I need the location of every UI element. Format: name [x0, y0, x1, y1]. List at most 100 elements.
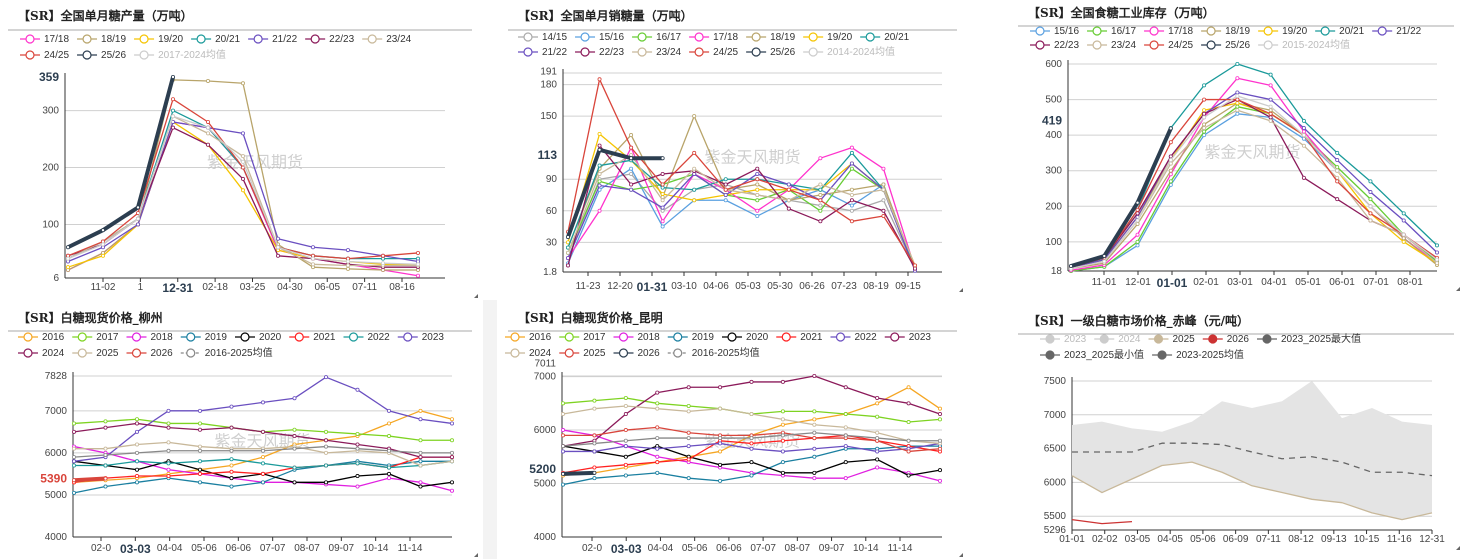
series-line-18/19[interactable]	[567, 115, 916, 269]
series-line-25/26[interactable]	[566, 147, 663, 238]
series-line-21/22[interactable]	[1070, 91, 1438, 270]
legend-item[interactable]: 14/15	[518, 32, 567, 43]
series-line-18/19[interactable]	[1070, 102, 1438, 270]
resize-handle-icon[interactable]	[1456, 287, 1460, 291]
legend-item[interactable]: 17/18	[689, 32, 739, 43]
legend-item[interactable]: 19/20	[803, 32, 853, 43]
data-point	[749, 473, 754, 478]
legend-item[interactable]: 2021	[289, 332, 336, 343]
legend-item[interactable]: 2025	[1148, 334, 1196, 345]
legend-item[interactable]: 2016	[505, 332, 552, 343]
legend-item[interactable]: 18/19	[746, 32, 796, 43]
legend-item[interactable]: 2024	[505, 348, 552, 359]
legend-item[interactable]: 19/20	[1258, 26, 1308, 37]
legend-item[interactable]: 22/23	[305, 34, 355, 45]
series-line-19/20[interactable]	[67, 121, 418, 268]
legend-item[interactable]: 21/22	[248, 34, 298, 45]
legend-item[interactable]: 20/21	[191, 34, 241, 45]
series-line-16/17[interactable]	[1070, 106, 1438, 272]
resize-handle-icon[interactable]	[1456, 546, 1460, 550]
legend-item[interactable]: 23/24	[632, 47, 682, 58]
series-line-2026[interactable]	[562, 470, 595, 476]
legend-item[interactable]: 2024	[1094, 334, 1141, 345]
legend-item[interactable]: 24/25	[689, 47, 739, 58]
legend-item[interactable]: 2023	[884, 332, 932, 343]
legend-item[interactable]: 2023_2025最大值	[1257, 332, 1361, 345]
series-line-2026[interactable]	[73, 476, 106, 483]
legend-item[interactable]: 2019	[180, 332, 228, 343]
legend-item[interactable]: 21/22	[518, 47, 567, 58]
series-line-18/19[interactable]	[67, 79, 418, 271]
legend-item[interactable]: 2016	[18, 332, 65, 343]
legend-item[interactable]: 2016-2025均值	[180, 346, 273, 359]
legend-item[interactable]: 23/24	[1087, 40, 1136, 51]
legend-item[interactable]: 25/26	[77, 50, 126, 61]
legend-item[interactable]: 2022	[343, 332, 391, 343]
legend-item[interactable]: 18/19	[77, 34, 126, 45]
legend-item[interactable]: 2019	[667, 332, 715, 343]
series-line-25/26[interactable]	[1070, 127, 1173, 268]
legend-item[interactable]: 2017-2024均值	[134, 48, 226, 61]
legend-item[interactable]: 20/21	[860, 32, 910, 43]
data-point	[660, 182, 665, 187]
legend-item[interactable]: 15/16	[1030, 26, 1079, 37]
legend-item[interactable]: 2020	[235, 332, 282, 343]
series-line-2023-2025均值[interactable]	[1072, 442, 1433, 477]
legend-item[interactable]: 2014-2024均值	[803, 45, 895, 58]
legend-item[interactable]: 23/24	[362, 34, 412, 45]
legend-item[interactable]: 2023_2025最小值	[1040, 348, 1144, 361]
legend-item[interactable]: 17/18	[20, 34, 69, 45]
legend-item[interactable]: 17/18	[1144, 26, 1194, 37]
legend-item[interactable]: 19/20	[134, 34, 184, 45]
legend-item[interactable]: 25/26	[746, 47, 796, 58]
legend-item[interactable]: 2024	[18, 348, 65, 359]
legend-item[interactable]: 2015-2024均值	[1258, 38, 1350, 51]
series-line-15/16[interactable]	[567, 168, 916, 269]
legend-item[interactable]: 22/23	[1030, 40, 1079, 51]
legend-item[interactable]: 2020	[722, 332, 769, 343]
legend-item[interactable]: 21/22	[1372, 26, 1422, 37]
legend-item[interactable]: 2022	[830, 332, 878, 343]
resize-handle-icon[interactable]	[959, 288, 963, 292]
legend-item[interactable]: 2025	[72, 348, 119, 359]
legend-item[interactable]: 24/25	[20, 50, 69, 61]
legend-item[interactable]: 22/23	[575, 47, 624, 58]
series-line-14/15[interactable]	[567, 173, 916, 269]
resize-handle-icon[interactable]	[474, 553, 478, 557]
series-line-2017[interactable]	[562, 397, 941, 423]
series-line-2026[interactable]	[1071, 518, 1133, 525]
series-line-24/25[interactable]	[1070, 98, 1438, 268]
legend-item[interactable]: 2026	[126, 348, 174, 359]
series-line-20/21[interactable]	[567, 152, 916, 269]
series-line-22/23[interactable]	[567, 144, 916, 269]
series-line-2015-2024均值[interactable]	[1070, 95, 1438, 270]
series-line-2025[interactable]	[1071, 461, 1433, 521]
legend-item[interactable]: 2023	[397, 332, 445, 343]
series-line-25/26[interactable]	[67, 76, 175, 250]
legend-item[interactable]: 15/16	[575, 32, 624, 43]
legend-item[interactable]: 2025	[559, 348, 606, 359]
legend-item[interactable]: 2018	[613, 332, 661, 343]
legend-item[interactable]: 2017	[559, 332, 606, 343]
legend-item[interactable]: 24/25	[1144, 40, 1194, 51]
legend-item[interactable]: 20/21	[1315, 26, 1365, 37]
legend-item[interactable]: 18/19	[1201, 26, 1251, 37]
legend-item[interactable]: 2021	[776, 332, 823, 343]
legend-item[interactable]: 2023-2025均值	[1152, 348, 1244, 361]
series-line-19/20[interactable]	[1070, 102, 1438, 270]
legend-item[interactable]: 2016-2025均值	[667, 346, 760, 359]
legend-item[interactable]: 2026	[613, 348, 661, 359]
legend-item[interactable]: 16/17	[1087, 26, 1136, 37]
series-line-24/25[interactable]	[567, 78, 916, 266]
resize-handle-icon[interactable]	[959, 553, 963, 557]
legend-item[interactable]: 2017	[72, 332, 119, 343]
series-line-22/23[interactable]	[67, 127, 418, 268]
legend-item[interactable]: 25/26	[1201, 40, 1251, 51]
legend-item[interactable]: 2026	[1202, 334, 1250, 345]
series-line-16/17[interactable]	[567, 168, 916, 269]
legend-item[interactable]: 2023	[1040, 334, 1087, 345]
legend-item[interactable]: 2018	[126, 332, 174, 343]
legend-item[interactable]: 16/17	[632, 32, 682, 43]
series-line-20/21[interactable]	[1070, 63, 1438, 268]
resize-handle-icon[interactable]	[474, 294, 478, 298]
